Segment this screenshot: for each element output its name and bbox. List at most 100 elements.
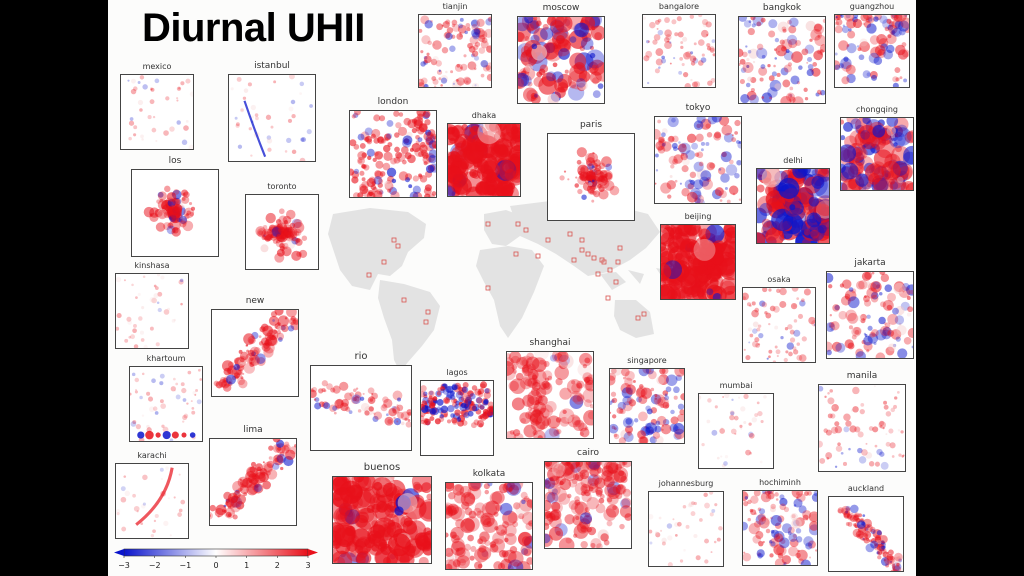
city-panel-mumbai: mumbai — [698, 382, 774, 469]
colorbar-tick-label: −2 — [149, 561, 161, 570]
city-marker — [523, 227, 529, 233]
city-label: karachi — [137, 451, 167, 460]
uhii-field — [116, 466, 186, 538]
city-panel-tokyo: tokyo — [654, 104, 742, 204]
city-panel-paris: paris — [547, 121, 635, 221]
city-map — [544, 461, 632, 549]
city-map — [332, 476, 432, 564]
city-map — [310, 365, 412, 451]
city-marker — [605, 295, 611, 301]
city-marker — [579, 237, 585, 243]
city-label: tokyo — [685, 103, 711, 113]
uhii-field — [545, 462, 631, 548]
uhii-field — [739, 17, 825, 103]
city-panel-osaka: osaka — [742, 276, 816, 363]
map-landmass — [378, 280, 440, 372]
colorbar-max-arrow — [308, 549, 318, 556]
city-marker — [366, 272, 372, 278]
figure-title: Diurnal UHII — [142, 6, 365, 50]
city-panel-dhaka: dhaka — [447, 112, 521, 197]
uhii-field — [841, 118, 913, 190]
city-label: chongqing — [856, 105, 898, 114]
city-panel-auckland: auckland — [828, 485, 904, 572]
city-map — [654, 116, 742, 204]
city-map — [818, 384, 906, 472]
city-map — [609, 368, 685, 444]
map-landmass — [484, 210, 522, 246]
city-label: beijing — [684, 212, 712, 221]
city-label: istanbul — [254, 61, 290, 71]
city-panel-chongqing: chongqing — [840, 106, 914, 191]
city-label: bangalore — [658, 2, 700, 11]
city-map — [211, 309, 299, 397]
city-label: auckland — [847, 484, 885, 493]
city-panel-manila: manila — [818, 372, 906, 472]
uhii-field — [210, 439, 296, 520]
city-map — [129, 366, 203, 442]
city-map — [506, 351, 594, 439]
city-marker — [617, 245, 623, 251]
city-label: mumbai — [719, 381, 753, 390]
city-panel-kolkata: kolkata — [445, 470, 533, 570]
uhii-field — [655, 117, 741, 203]
city-label: lagos — [446, 368, 468, 377]
city-panel-lima: lima — [209, 426, 297, 526]
figure-canvas: Diurnal UHII tianjin moscow bangalore bangk… — [108, 0, 916, 576]
city-label: khartoum — [146, 354, 186, 363]
uhii-field — [421, 381, 493, 429]
city-marker — [485, 285, 491, 291]
uhii-field — [827, 272, 913, 358]
uhii-field — [230, 75, 313, 161]
city-marker — [395, 243, 401, 249]
city-label: toronto — [267, 182, 297, 191]
city-panel-kinshasa: kinshasa — [115, 262, 189, 349]
city-panel-new: new — [211, 297, 299, 397]
uhii-field — [518, 17, 604, 103]
uhii-field — [837, 504, 903, 571]
city-panel-istanbul: istanbul — [228, 62, 316, 162]
city-marker — [567, 231, 573, 237]
city-panel-shanghai: shanghai — [506, 339, 594, 439]
map-landmass — [476, 246, 544, 338]
city-marker — [535, 253, 541, 259]
city-panel-bangkok: bangkok — [738, 4, 826, 104]
city-label: jakarta — [854, 258, 886, 268]
city-label: dhaka — [471, 111, 497, 120]
city-map — [828, 496, 904, 572]
city-marker — [513, 251, 519, 257]
city-map — [209, 438, 297, 526]
city-label: guangzhou — [849, 2, 895, 11]
city-map — [642, 14, 716, 88]
uhii-field — [419, 15, 491, 87]
city-label: paris — [579, 120, 603, 130]
city-marker — [425, 309, 431, 315]
city-label: mexico — [142, 62, 172, 71]
uhii-field — [127, 75, 193, 149]
uhii-field — [610, 369, 684, 443]
city-label: rio — [354, 351, 368, 362]
city-marker — [591, 255, 597, 261]
uhii-field — [130, 368, 202, 441]
uhii-field — [743, 288, 815, 362]
city-label: osaka — [767, 275, 791, 284]
city-marker — [585, 251, 591, 257]
city-label: singapore — [627, 356, 667, 365]
city-map — [115, 463, 189, 539]
city-map — [742, 490, 818, 566]
colorbar-tick-label: 1 — [244, 561, 249, 570]
city-panel-toronto: toronto — [245, 183, 319, 270]
city-label: los — [168, 156, 182, 166]
city-panel-buenos: buenos — [332, 463, 432, 564]
colorbar: −3 −2 −1 0 1 2 3 — [114, 548, 318, 570]
city-marker — [635, 315, 641, 321]
map-landmass — [328, 208, 426, 290]
city-marker — [391, 237, 397, 243]
colorbar-tick-label: −3 — [118, 561, 130, 570]
city-label: london — [377, 97, 409, 107]
city-panel-guangzhou: guangzhou — [834, 3, 910, 88]
uhii-field — [757, 169, 829, 243]
uhii-field — [649, 492, 723, 566]
colorbar-tick-label: 2 — [275, 561, 280, 570]
city-map — [660, 224, 736, 300]
uhii-field — [835, 15, 909, 87]
